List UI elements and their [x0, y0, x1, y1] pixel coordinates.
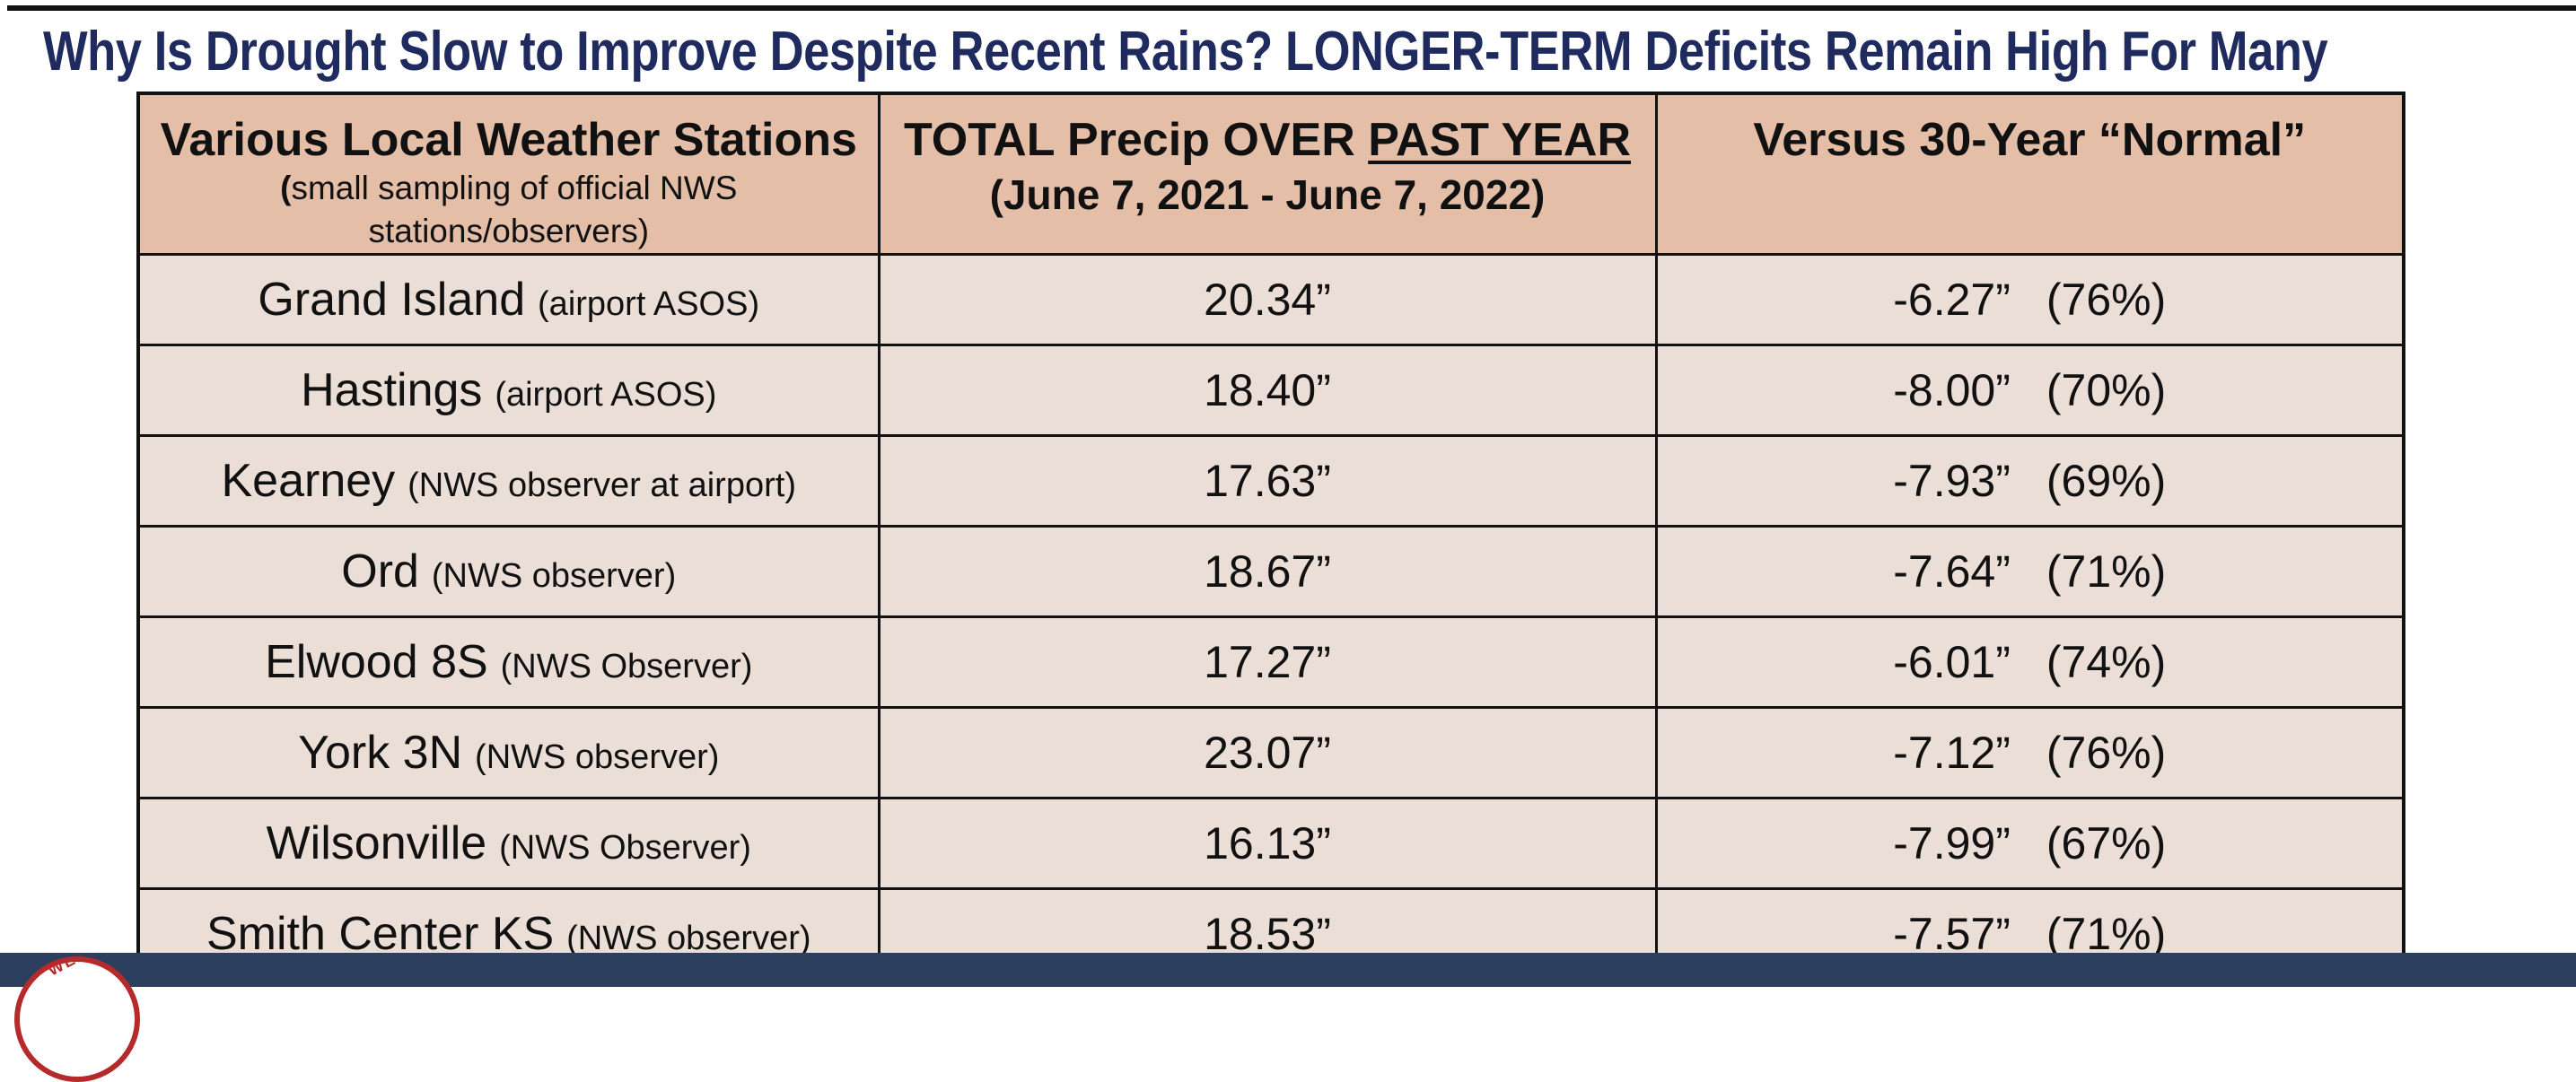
station-cell: Kearney (NWS observer at airport) [136, 434, 881, 528]
departure-value: -6.27” [1893, 275, 2011, 325]
table-row: Wilsonville (NWS Observer) 16.13” -7.99” (6… [136, 797, 2405, 890]
top-rule [7, 5, 2576, 11]
header-normal-title: Versus 30-Year “Normal” [1753, 114, 2307, 166]
header-stations-subtitle-text: small sampling of official NWS stations/… [291, 170, 738, 249]
precip-cell: 23.07” [877, 706, 1658, 799]
precip-table: Various Local Weather Stations (small sa… [136, 92, 2405, 982]
station-name: Ord [341, 545, 419, 598]
station-name: Hastings [301, 364, 483, 416]
station-name: Smith Center KS [206, 907, 555, 960]
header-precip-title: TOTAL Precip OVER PAST YEAR [881, 113, 1655, 167]
weather-service-seal-icon: WEATHE [14, 956, 140, 1082]
header-precip: TOTAL Precip OVER PAST YEAR (June 7, 202… [877, 92, 1658, 256]
departure-cell: -7.93” (69%) [1654, 434, 2405, 528]
table-row: Elwood 8S (NWS Observer) 17.27” -6.01” (74%… [136, 615, 2405, 709]
precip-cell: 20.34” [877, 253, 1658, 346]
departure-value: -7.57” [1893, 908, 2011, 959]
table-row: York 3N (NWS observer) 23.07” -7.12” (76%) [136, 706, 2405, 799]
percent-of-normal: (76%) [2046, 275, 2167, 325]
percent-of-normal: (69%) [2046, 456, 2167, 506]
header-stations-subtitle-paren: ( [280, 170, 292, 206]
header-precip-title-prefix: TOTAL Precip OVER [903, 114, 1369, 166]
percent-of-normal: (74%) [2046, 637, 2167, 687]
departure-value: -7.99” [1893, 818, 2011, 868]
header-stations-subtitle: (small sampling of official NWS stations… [140, 167, 878, 253]
station-name: Kearney [221, 455, 396, 507]
departure-cell: -6.01” (74%) [1654, 615, 2405, 709]
station-note: (NWS observer) [431, 557, 677, 595]
station-note: (airport ASOS) [538, 285, 760, 323]
precip-cell: 18.40” [877, 344, 1658, 437]
header-precip-dates: (June 7, 2021 - June 7, 2022) [989, 171, 1546, 218]
station-cell: Hastings (airport ASOS) [136, 344, 881, 437]
departure-cell: -7.12” (76%) [1654, 706, 2405, 799]
table-row: Hastings (airport ASOS) 18.40” -8.00” (70%) [136, 344, 2405, 437]
departure-cell: -7.99” (67%) [1654, 797, 2405, 890]
precip-cell: 18.67” [877, 525, 1658, 618]
station-note: (NWS observer) [475, 738, 720, 776]
station-cell: York 3N (NWS observer) [136, 706, 881, 799]
precip-cell: 16.13” [877, 797, 1658, 890]
station-name: Grand Island [258, 274, 526, 326]
percent-of-normal: (70%) [2046, 365, 2167, 415]
table-row: Kearney (NWS observer at airport) 17.63” -… [136, 434, 2405, 528]
station-cell: Elwood 8S (NWS Observer) [136, 615, 881, 709]
percent-of-normal: (76%) [2046, 728, 2167, 778]
station-name: Wilsonville [266, 817, 487, 869]
footer-bar [0, 953, 2576, 987]
table-body: Grand Island (airport ASOS) 20.34” -6.27”(… [136, 253, 2405, 981]
departure-value: -7.93” [1893, 456, 2011, 506]
precip-cell: 17.63” [877, 434, 1658, 528]
departure-value: -6.01” [1893, 637, 2011, 687]
percent-of-normal: (71%) [2046, 908, 2167, 959]
station-name: York 3N [298, 727, 463, 779]
page-title: Why Is Drought Slow to Improve Despite R… [43, 21, 2328, 83]
station-note: (NWS Observer) [499, 829, 751, 867]
station-note: (NWS observer at airport) [407, 467, 796, 504]
percent-of-normal: (67%) [2046, 818, 2167, 868]
header-stations: Various Local Weather Stations (small sa… [136, 92, 881, 256]
departure-cell: -6.27” (76%) [1654, 253, 2405, 346]
station-cell: Wilsonville (NWS Observer) [136, 797, 881, 890]
departure-cell: -7.64” (71%) [1654, 525, 2405, 618]
header-precip-title-underlined: PAST YEAR [1368, 114, 1632, 166]
station-cell: Grand Island (airport ASOS) [136, 253, 881, 346]
table-row: Grand Island (airport ASOS) 20.34” -6.27”(… [136, 253, 2405, 346]
departure-cell: -8.00” (70%) [1654, 344, 2405, 437]
station-note: (NWS observer) [566, 919, 811, 957]
table-row: Ord (NWS observer) 18.67” -7.64” (71%) [136, 525, 2405, 618]
percent-of-normal: (71%) [2046, 546, 2167, 597]
station-name: Elwood 8S [265, 636, 488, 688]
header-stations-title: Various Local Weather Stations [160, 114, 857, 166]
departure-value: -7.64” [1893, 546, 2011, 597]
precip-cell: 17.27” [877, 615, 1658, 709]
station-note: (NWS Observer) [500, 648, 753, 685]
station-cell: Ord (NWS observer) [136, 525, 881, 618]
departure-value: -8.00” [1893, 365, 2011, 415]
header-row: Various Local Weather Stations (small sa… [136, 92, 2405, 256]
departure-value: -7.12” [1893, 728, 2011, 778]
header-normal: Versus 30-Year “Normal” [1654, 92, 2405, 256]
station-note: (airport ASOS) [495, 376, 717, 414]
